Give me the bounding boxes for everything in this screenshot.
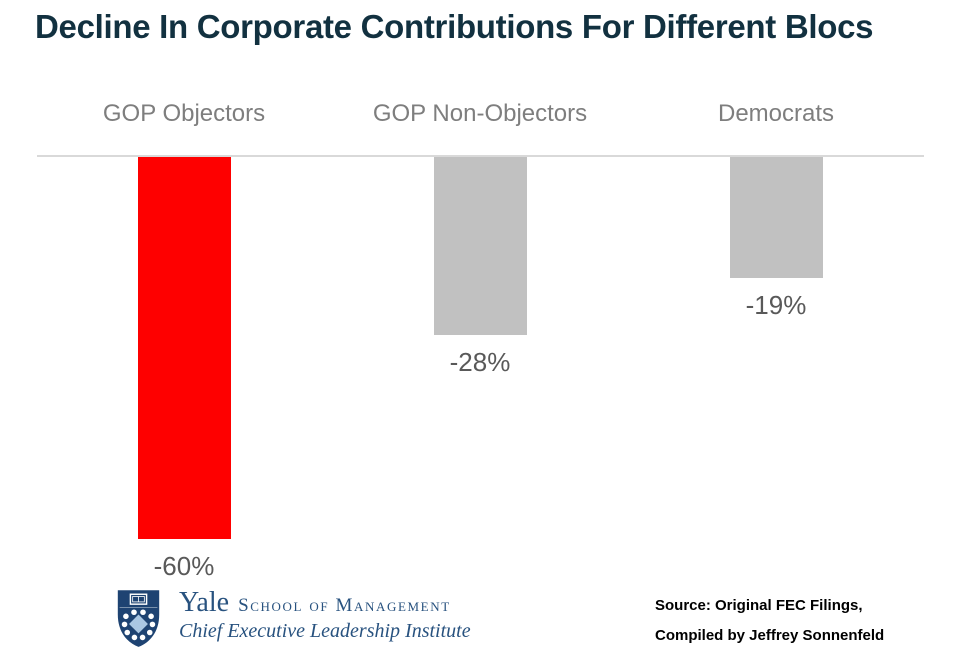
- chart-baseline: [37, 155, 924, 157]
- category-label: Democrats: [717, 100, 835, 127]
- chart-title: Decline In Corporate Contributions For D…: [35, 8, 874, 45]
- category-label: GOP Non-Objectors: [372, 100, 588, 127]
- school-of-management-wordmark: School of Management: [238, 595, 451, 616]
- source-line-2: Compiled by Jeffrey Sonnenfeld: [655, 627, 885, 644]
- value-label: -19%: [745, 290, 807, 320]
- yale-wordmark: Yale: [179, 587, 230, 618]
- value-label: -60%: [153, 551, 215, 581]
- source-note: Source: Original FEC Filings, Compiled b…: [655, 597, 884, 657]
- yale-som-shield-icon: [117, 590, 160, 647]
- bar-gop-non-objectors: [433, 157, 527, 335]
- bar-democrats: [729, 157, 823, 278]
- category-label: GOP Objectors: [102, 100, 266, 127]
- value-label: -28%: [449, 347, 511, 377]
- source-line-1: Source: Original FEC Filings,: [655, 597, 863, 614]
- bar-gop-objectors: [137, 157, 231, 539]
- institute-name: Chief Executive Leadership Institute: [179, 620, 471, 642]
- yale-som-brand: Yale School of Management Chief Executiv…: [179, 589, 471, 643]
